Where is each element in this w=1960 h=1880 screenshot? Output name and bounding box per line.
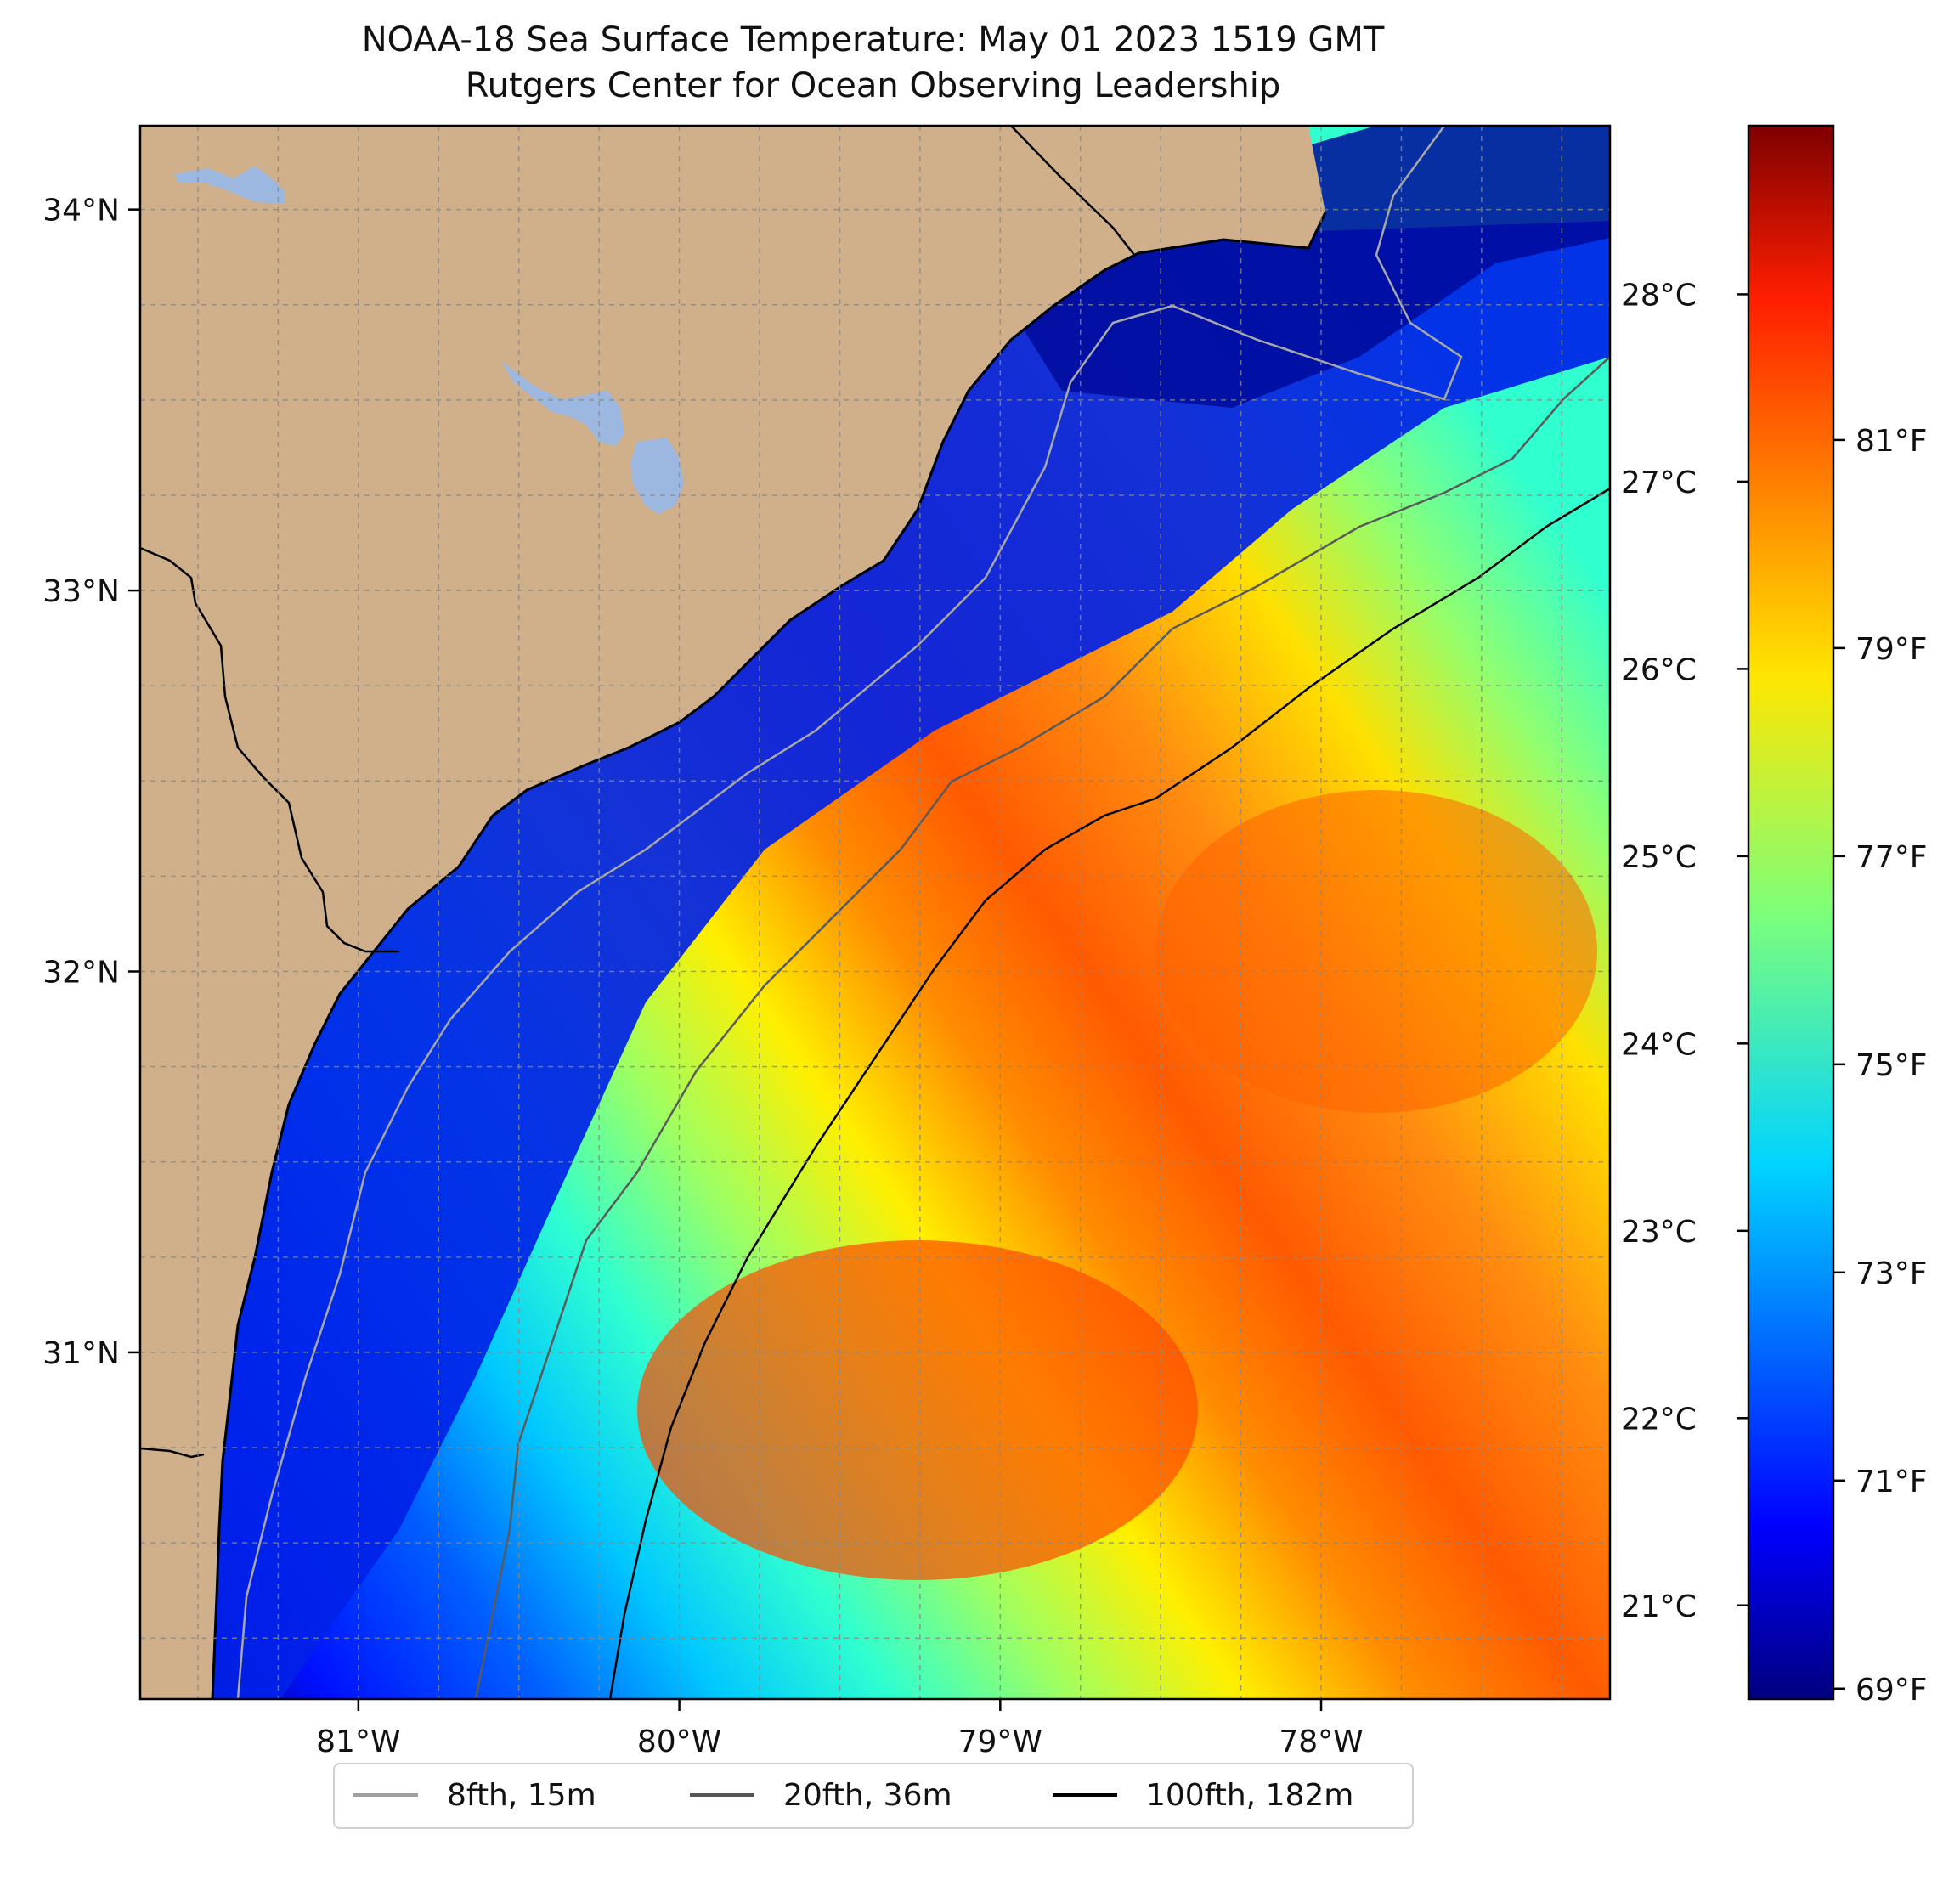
map-frame	[138, 124, 1612, 1701]
contour-20fth	[474, 356, 1610, 1699]
legend-swatch-20fth	[690, 1793, 754, 1797]
contour-legend: 8fth, 15m 20fth, 36m 100fth, 182m	[333, 1763, 1414, 1829]
x-tick-label: 81°W	[316, 1725, 400, 1759]
y-tick-label: 34°N	[42, 194, 120, 229]
lake-north	[174, 166, 285, 204]
colorbar-c-label: 26°C	[1621, 652, 1697, 687]
colorbar-c-label: 28°C	[1621, 278, 1697, 313]
land	[140, 126, 1325, 1699]
legend-swatch-100fth	[1053, 1793, 1117, 1797]
y-tick-label: 32°N	[42, 956, 120, 991]
latitude-axis: 31°N 32°N 33°N 34°N	[42, 194, 140, 1371]
contour-8fth	[236, 126, 1463, 1699]
colorbar-c-label: 23°C	[1621, 1215, 1697, 1250]
warm-core-east	[1155, 790, 1597, 1113]
colorbar-c-label: 27°C	[1621, 466, 1697, 500]
colorbar-c-label: 24°C	[1621, 1027, 1697, 1062]
legend-label-20fth: 20fth, 36m	[783, 1778, 952, 1813]
warm-core	[637, 1240, 1198, 1580]
y-tick-label: 31°N	[42, 1336, 120, 1371]
x-tick-label: 80°W	[637, 1725, 721, 1759]
colorbar-f-label: 75°F	[1856, 1048, 1928, 1083]
colorbar-f-label: 77°F	[1856, 840, 1928, 875]
legend-label-8fth: 8fth, 15m	[447, 1778, 596, 1813]
lake-marion	[501, 361, 624, 446]
colorbar-f-label: 71°F	[1856, 1465, 1928, 1499]
state-border-sc-ga	[140, 546, 399, 953]
longitude-axis: 81°W 80°W 79°W 78°W	[316, 1699, 1364, 1759]
colorbar-f-label: 69°F	[1856, 1673, 1928, 1708]
colorbar-f-label: 81°F	[1856, 424, 1928, 459]
colorbar-fahrenheit-axis: 69°F 71°F 73°F 75°F 77°F 79°F 81°F	[1833, 424, 1928, 1708]
colorbar-celsius-axis: 21°C 22°C 23°C 24°C 25°C 26°C 27°C 28°C	[1621, 278, 1748, 1624]
colorbar-f-label: 79°F	[1856, 632, 1928, 667]
legend-label-100fth: 100fth, 182m	[1146, 1778, 1354, 1813]
map-subtitle: Rutgers Center for Ocean Observing Leade…	[465, 66, 1281, 105]
colorbar-c-label: 21°C	[1621, 1589, 1697, 1624]
map-title: NOAA-18 Sea Surface Temperature: May 01 …	[361, 20, 1385, 59]
legend-swatch-8fth	[353, 1793, 418, 1797]
coastline	[211, 212, 1327, 1699]
colorbar	[1747, 124, 1835, 1701]
x-tick-label: 79°W	[958, 1725, 1042, 1759]
colorbar-f-label: 73°F	[1856, 1256, 1928, 1291]
contour-100fth	[608, 487, 1610, 1699]
state-border-nc-sc	[1010, 126, 1135, 256]
y-tick-label: 33°N	[42, 574, 120, 609]
colorbar-c-label: 22°C	[1621, 1402, 1697, 1437]
x-tick-label: 78°W	[1279, 1725, 1363, 1759]
colorbar-c-label: 25°C	[1621, 840, 1697, 875]
